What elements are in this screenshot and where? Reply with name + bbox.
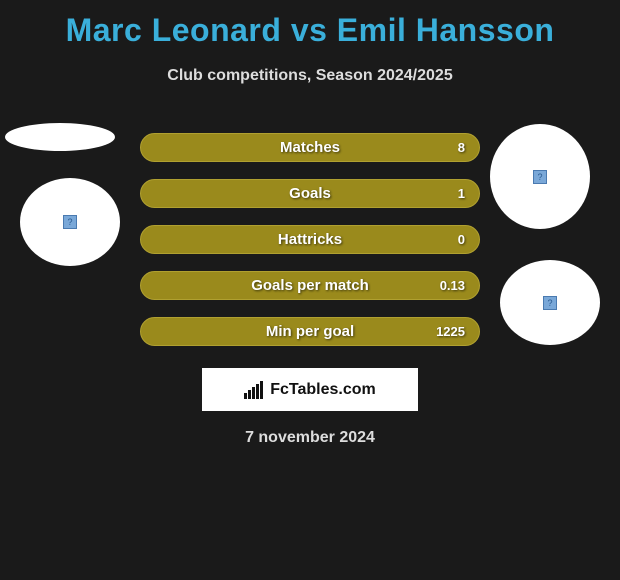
placeholder-icon: ? (533, 170, 547, 184)
logo-bars-icon (244, 381, 263, 399)
subtitle: Club competitions, Season 2024/2025 (0, 67, 620, 85)
stat-label: Matches (280, 139, 340, 156)
stat-label: Hattricks (278, 231, 342, 248)
stats-list: Matches 8 Goals 1 Hattricks 0 Goals per … (140, 133, 480, 346)
date-label: 7 november 2024 (0, 429, 620, 447)
stat-label: Goals per match (251, 277, 369, 294)
page-title: Marc Leonard vs Emil Hansson (0, 0, 620, 49)
stat-row: Min per goal 1225 (140, 317, 480, 346)
player-left-avatar: ? (20, 178, 120, 266)
stat-label: Min per goal (266, 323, 354, 340)
stat-value-right: 0 (458, 232, 465, 247)
player-left-ellipse (5, 123, 115, 151)
placeholder-icon: ? (543, 296, 557, 310)
stat-value-right: 0.13 (440, 278, 465, 293)
stat-value-right: 1225 (436, 324, 465, 339)
logo-label: FcTables.com (270, 381, 376, 399)
player-right-avatar: ? (490, 124, 590, 229)
stat-row: Hattricks 0 (140, 225, 480, 254)
logo-text: FcTables.com (244, 381, 376, 399)
stat-value-right: 1 (458, 186, 465, 201)
placeholder-icon: ? (63, 215, 77, 229)
stat-label: Goals (289, 185, 331, 202)
logo: FcTables.com (202, 368, 418, 411)
stat-row: Matches 8 (140, 133, 480, 162)
player-right-badge: ? (500, 260, 600, 345)
stat-row: Goals per match 0.13 (140, 271, 480, 300)
stat-value-right: 8 (458, 140, 465, 155)
stat-row: Goals 1 (140, 179, 480, 208)
